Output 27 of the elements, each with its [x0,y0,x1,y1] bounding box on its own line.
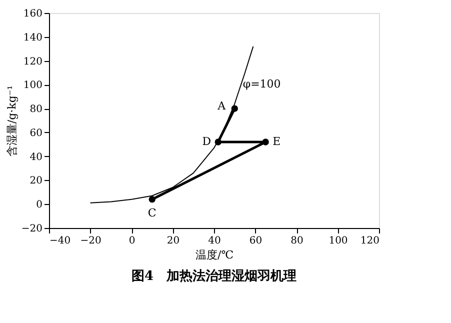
text: 图4 加热法治理湿烟羽机理 [131,268,297,284]
y-tick-label: 40 [30,152,42,163]
y-axis-title: 含湿量/g·kg⁻¹ [5,85,18,157]
y-tick-label: 160 [23,8,42,20]
annotation: φ=100 [242,78,281,91]
y-tick-label: 60 [30,128,42,139]
annotation: A [216,100,227,113]
x-axis-title: 温度/℃ [195,248,234,262]
y-tick-label: 0 [36,200,42,211]
y-tick-label: 100 [23,80,42,92]
x-tick-label: 40 [208,236,221,246]
annotation: E [272,135,281,148]
x-tick-label: 100 [328,236,348,246]
x-tick-label: 20 [166,236,180,246]
x-tick-label: 80 [290,236,304,246]
y-tick-label: 120 [23,56,42,68]
y-tick-label: 140 [23,32,42,44]
x-tick-label: 60 [249,236,262,246]
annotation: C [148,206,156,220]
y-tick-label: −20 [21,224,42,234]
y-tick-label: 80 [30,104,42,116]
x-tick-label: 120 [360,236,380,246]
x-tick-label: −20 [80,236,102,246]
x-tick-label: −40 [50,236,71,246]
y-tick-label: 20 [30,176,42,187]
x-tick-label: 0 [128,236,136,246]
annotation: D [202,135,212,148]
